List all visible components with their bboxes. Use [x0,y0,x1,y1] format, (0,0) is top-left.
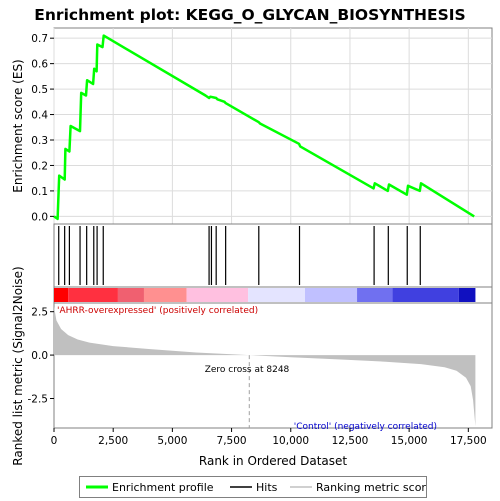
x-tick-label: 2,500 [98,435,128,447]
legend-metric-label: Ranking metric scores [316,481,426,494]
es-panel [53,27,493,225]
x-tick-label: 10,000 [272,435,309,447]
es-y-tick-label: 0.0 [31,211,48,223]
metric-y-axis-label: Ranked list metric (Signal2Noise) [11,266,25,465]
enrichment-profile-line [53,34,475,221]
ranked-list-heat-bar [54,288,476,302]
es-y-tick-label: 0.5 [31,84,48,96]
metric-y-tick-label: 2.5 [31,307,48,319]
heat-bar-segment [54,288,69,302]
x-axis: 0 2,500 5,000 7,500 10,000 12,500 15,000 17,500 [51,428,487,447]
es-y-axis-label: Enrichment score (ES) [11,59,25,192]
metric-y-axis: -2.5 0.0 2.5 [28,307,54,405]
x-tick-label: 15,000 [391,435,428,447]
es-gridlines [53,28,492,224]
heat-bar-segment [357,288,393,302]
zero-cross-label: Zero cross at 8248 [205,365,290,375]
es-y-tick-label: 0.4 [31,110,48,122]
legend: Enrichment profile Hits Ranking metric s… [79,476,438,498]
positive-correlation-label: 'AHRR-overexpressed' (positively correla… [57,306,258,316]
x-tick-label: 17,500 [450,435,487,447]
es-y-tick-label: 0.6 [31,59,48,71]
x-tick-label: 7,500 [217,435,247,447]
x-tick-label: 0 [51,435,58,447]
es-y-tick-label: 0.1 [31,186,48,198]
metric-y-tick-label: 0.0 [31,350,48,362]
metric-panel [53,302,493,429]
es-y-tick-label: 0.2 [31,160,48,172]
x-tick-label: 12,500 [332,435,369,447]
heat-bar-segment [117,288,144,302]
heat-bar-segment [186,288,249,302]
heat-bar-segment [304,288,358,302]
legend-hits-label: Hits [256,481,278,494]
chart-title: Enrichment plot: KEGG_O_GLYCAN_BIOSYNTHE… [34,6,465,24]
es-y-tick-label: 0.7 [31,33,48,45]
es-y-axis: 0.0 0.1 0.2 0.3 0.4 0.5 0.6 0.7 [31,33,54,223]
x-axis-label: Rank in Ordered Dataset [199,454,347,468]
heat-bar-segment [458,288,476,302]
hit-markers [58,226,421,285]
heat-bar-segment [68,288,118,302]
es-y-tick-label: 0.3 [31,135,48,147]
heat-bar-segment [392,288,459,302]
heat-bar-segment [248,288,305,302]
x-tick-label: 5,000 [157,435,187,447]
negative-correlation-label: 'Control' (negatively correlated) [294,422,437,432]
legend-enrichment-label: Enrichment profile [112,481,214,494]
hits-panel [53,223,493,288]
heat-bar-segment [143,288,187,302]
metric-y-tick-label: -2.5 [28,393,49,405]
